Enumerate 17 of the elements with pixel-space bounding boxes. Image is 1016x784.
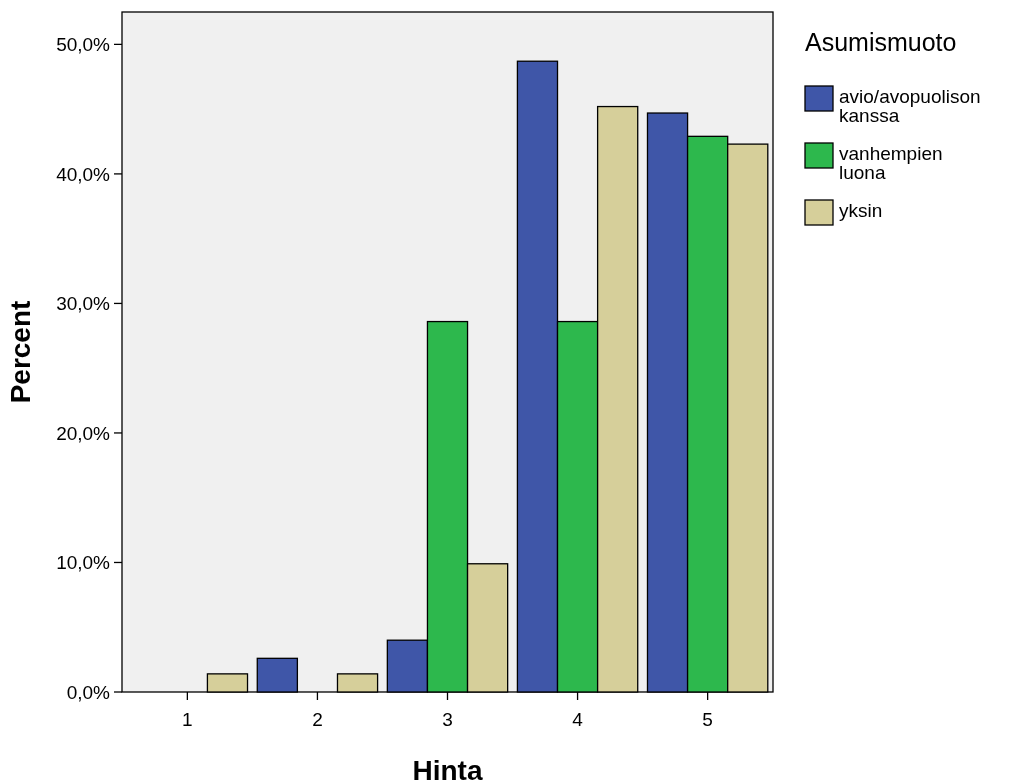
legend-label: avio/avopuolison kanssa (839, 85, 981, 126)
x-tick-label: 3 (442, 709, 453, 730)
x-tick-label: 1 (182, 709, 193, 730)
legend-title: Asumismuoto (805, 28, 957, 56)
x-tick-label: 4 (572, 709, 584, 730)
y-tick-label: 10,0% (56, 552, 111, 574)
y-tick-label: 50,0% (56, 34, 111, 56)
x-tick-label: 2 (312, 709, 323, 730)
legend-label: yksin (839, 199, 883, 221)
y-axis-title: Percent (5, 300, 36, 404)
x-axis-title: Hinta (412, 755, 483, 784)
y-tick-label: 20,0% (56, 422, 111, 444)
y-tick-label: 0,0% (66, 681, 111, 703)
legend-label: vanhempien luona (839, 142, 943, 183)
y-tick-label: 40,0% (56, 163, 111, 185)
x-tick-label: 5 (702, 709, 713, 730)
y-tick-label: 30,0% (56, 293, 111, 315)
